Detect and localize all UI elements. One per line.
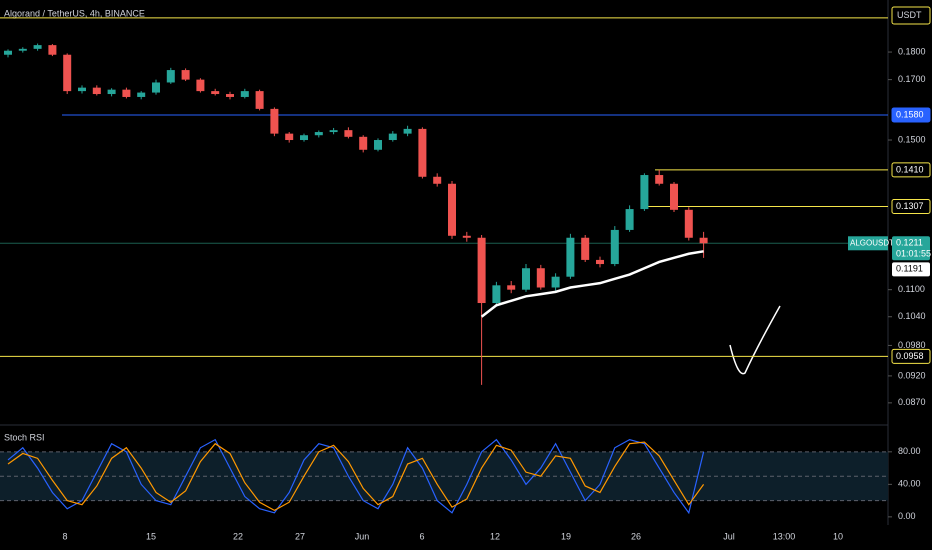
candle-body — [536, 268, 545, 288]
x-tick-label: 27 — [295, 531, 305, 541]
rsi-y-tick-label: 80.00 — [898, 446, 921, 456]
y-tick-label: 0.1040 — [898, 311, 926, 321]
candle-body — [211, 91, 220, 95]
candle-body — [285, 133, 294, 141]
x-tick-label: 22 — [233, 531, 243, 541]
candle-body — [196, 79, 205, 92]
candle-body — [255, 91, 264, 109]
y-tick-label: 0.1700 — [898, 74, 926, 84]
level-tag — [891, 198, 931, 214]
ma-line — [480, 250, 704, 318]
candle-body — [492, 285, 501, 304]
x-tick-label: 10 — [833, 531, 843, 541]
drawn-checkmark — [729, 305, 781, 375]
x-tick-label: 6 — [419, 531, 424, 541]
candle-body — [4, 50, 12, 55]
candle-body — [388, 133, 397, 141]
ma-label: 0.1191 — [896, 264, 923, 274]
candle-body — [78, 87, 86, 92]
x-tick-label: 8 — [62, 531, 67, 541]
y-tick-label: 0.1500 — [898, 134, 926, 144]
candle-body — [240, 91, 249, 97]
candle-body — [166, 70, 175, 83]
candle-body — [300, 135, 308, 141]
candle-body — [625, 209, 634, 230]
candle-body — [670, 183, 678, 210]
y-tick-label: 0.1100 — [898, 284, 925, 294]
candle-body — [33, 45, 42, 49]
candle-body — [596, 259, 604, 265]
candle-body — [640, 175, 649, 210]
candle-body — [448, 183, 456, 236]
candle-body — [314, 132, 323, 136]
symbol-tag — [848, 236, 888, 251]
candle-body — [699, 237, 708, 244]
rsi-y-tick-label: 40.00 — [898, 479, 921, 489]
countdown-label: 01:01:55 — [896, 249, 931, 259]
level-tag — [891, 107, 931, 123]
candle-body — [374, 140, 382, 150]
rsi-line — [7, 438, 705, 515]
candle-body — [137, 92, 146, 97]
candle-body — [684, 209, 693, 238]
level-tag — [891, 348, 931, 364]
candle-body — [92, 87, 101, 95]
candle-body — [18, 48, 27, 51]
candle-body — [63, 54, 72, 92]
x-tick-label: 12 — [490, 531, 500, 541]
candle-body — [418, 128, 427, 177]
currency-label: USDT — [897, 10, 922, 20]
level-tag — [891, 162, 931, 178]
candle-body — [344, 130, 353, 137]
level-label: 0.1307 — [896, 201, 924, 211]
x-tick-label: 13:00 — [773, 531, 796, 541]
candle-body — [403, 128, 412, 134]
candle-body — [152, 82, 160, 93]
candle-body — [610, 229, 619, 265]
pane-title: Stoch RSI — [4, 432, 45, 442]
candle-body — [48, 45, 57, 55]
currency-tag — [891, 6, 931, 25]
candle-body — [226, 94, 234, 97]
candle-body — [551, 276, 560, 288]
price-tag — [892, 236, 930, 261]
rsi-line — [7, 441, 705, 512]
candle-body — [581, 237, 590, 260]
x-tick-label: 15 — [146, 531, 156, 541]
candle-body — [522, 268, 530, 290]
y-tick-label: 0.0920 — [898, 370, 926, 380]
chart-title: Algorand / TetherUS, 4h, BINANCE — [4, 8, 145, 18]
rsi-y-tick-label: 0.00 — [898, 511, 916, 521]
x-tick-label: 19 — [561, 531, 571, 541]
ma-tag — [892, 262, 930, 277]
candle-body — [433, 176, 442, 184]
candle-body — [329, 130, 338, 133]
y-tick-label: 0.0870 — [898, 397, 926, 407]
price-label: 0.1211 — [896, 238, 923, 248]
candle-body — [477, 237, 486, 304]
x-tick-label: Jun — [355, 531, 370, 541]
candle-body — [122, 89, 131, 97]
x-tick-label: 26 — [631, 531, 641, 541]
level-label: 0.1410 — [896, 164, 924, 174]
level-label: 0.0958 — [896, 351, 924, 361]
candle-body — [270, 108, 279, 134]
candle-body — [359, 136, 368, 150]
candle-body — [181, 70, 190, 80]
candle-body — [507, 285, 516, 290]
candle-body — [655, 175, 664, 184]
y-tick-label: 0.1800 — [898, 46, 926, 56]
x-tick-label: Jul — [723, 531, 735, 541]
symbol-label: ALGOUSDT — [850, 238, 894, 247]
candle-body — [107, 89, 116, 95]
level-label: 0.1580 — [896, 109, 924, 119]
candle-body — [462, 235, 471, 238]
candle-body — [566, 237, 575, 277]
y-tick-label: 0.0980 — [898, 340, 926, 350]
